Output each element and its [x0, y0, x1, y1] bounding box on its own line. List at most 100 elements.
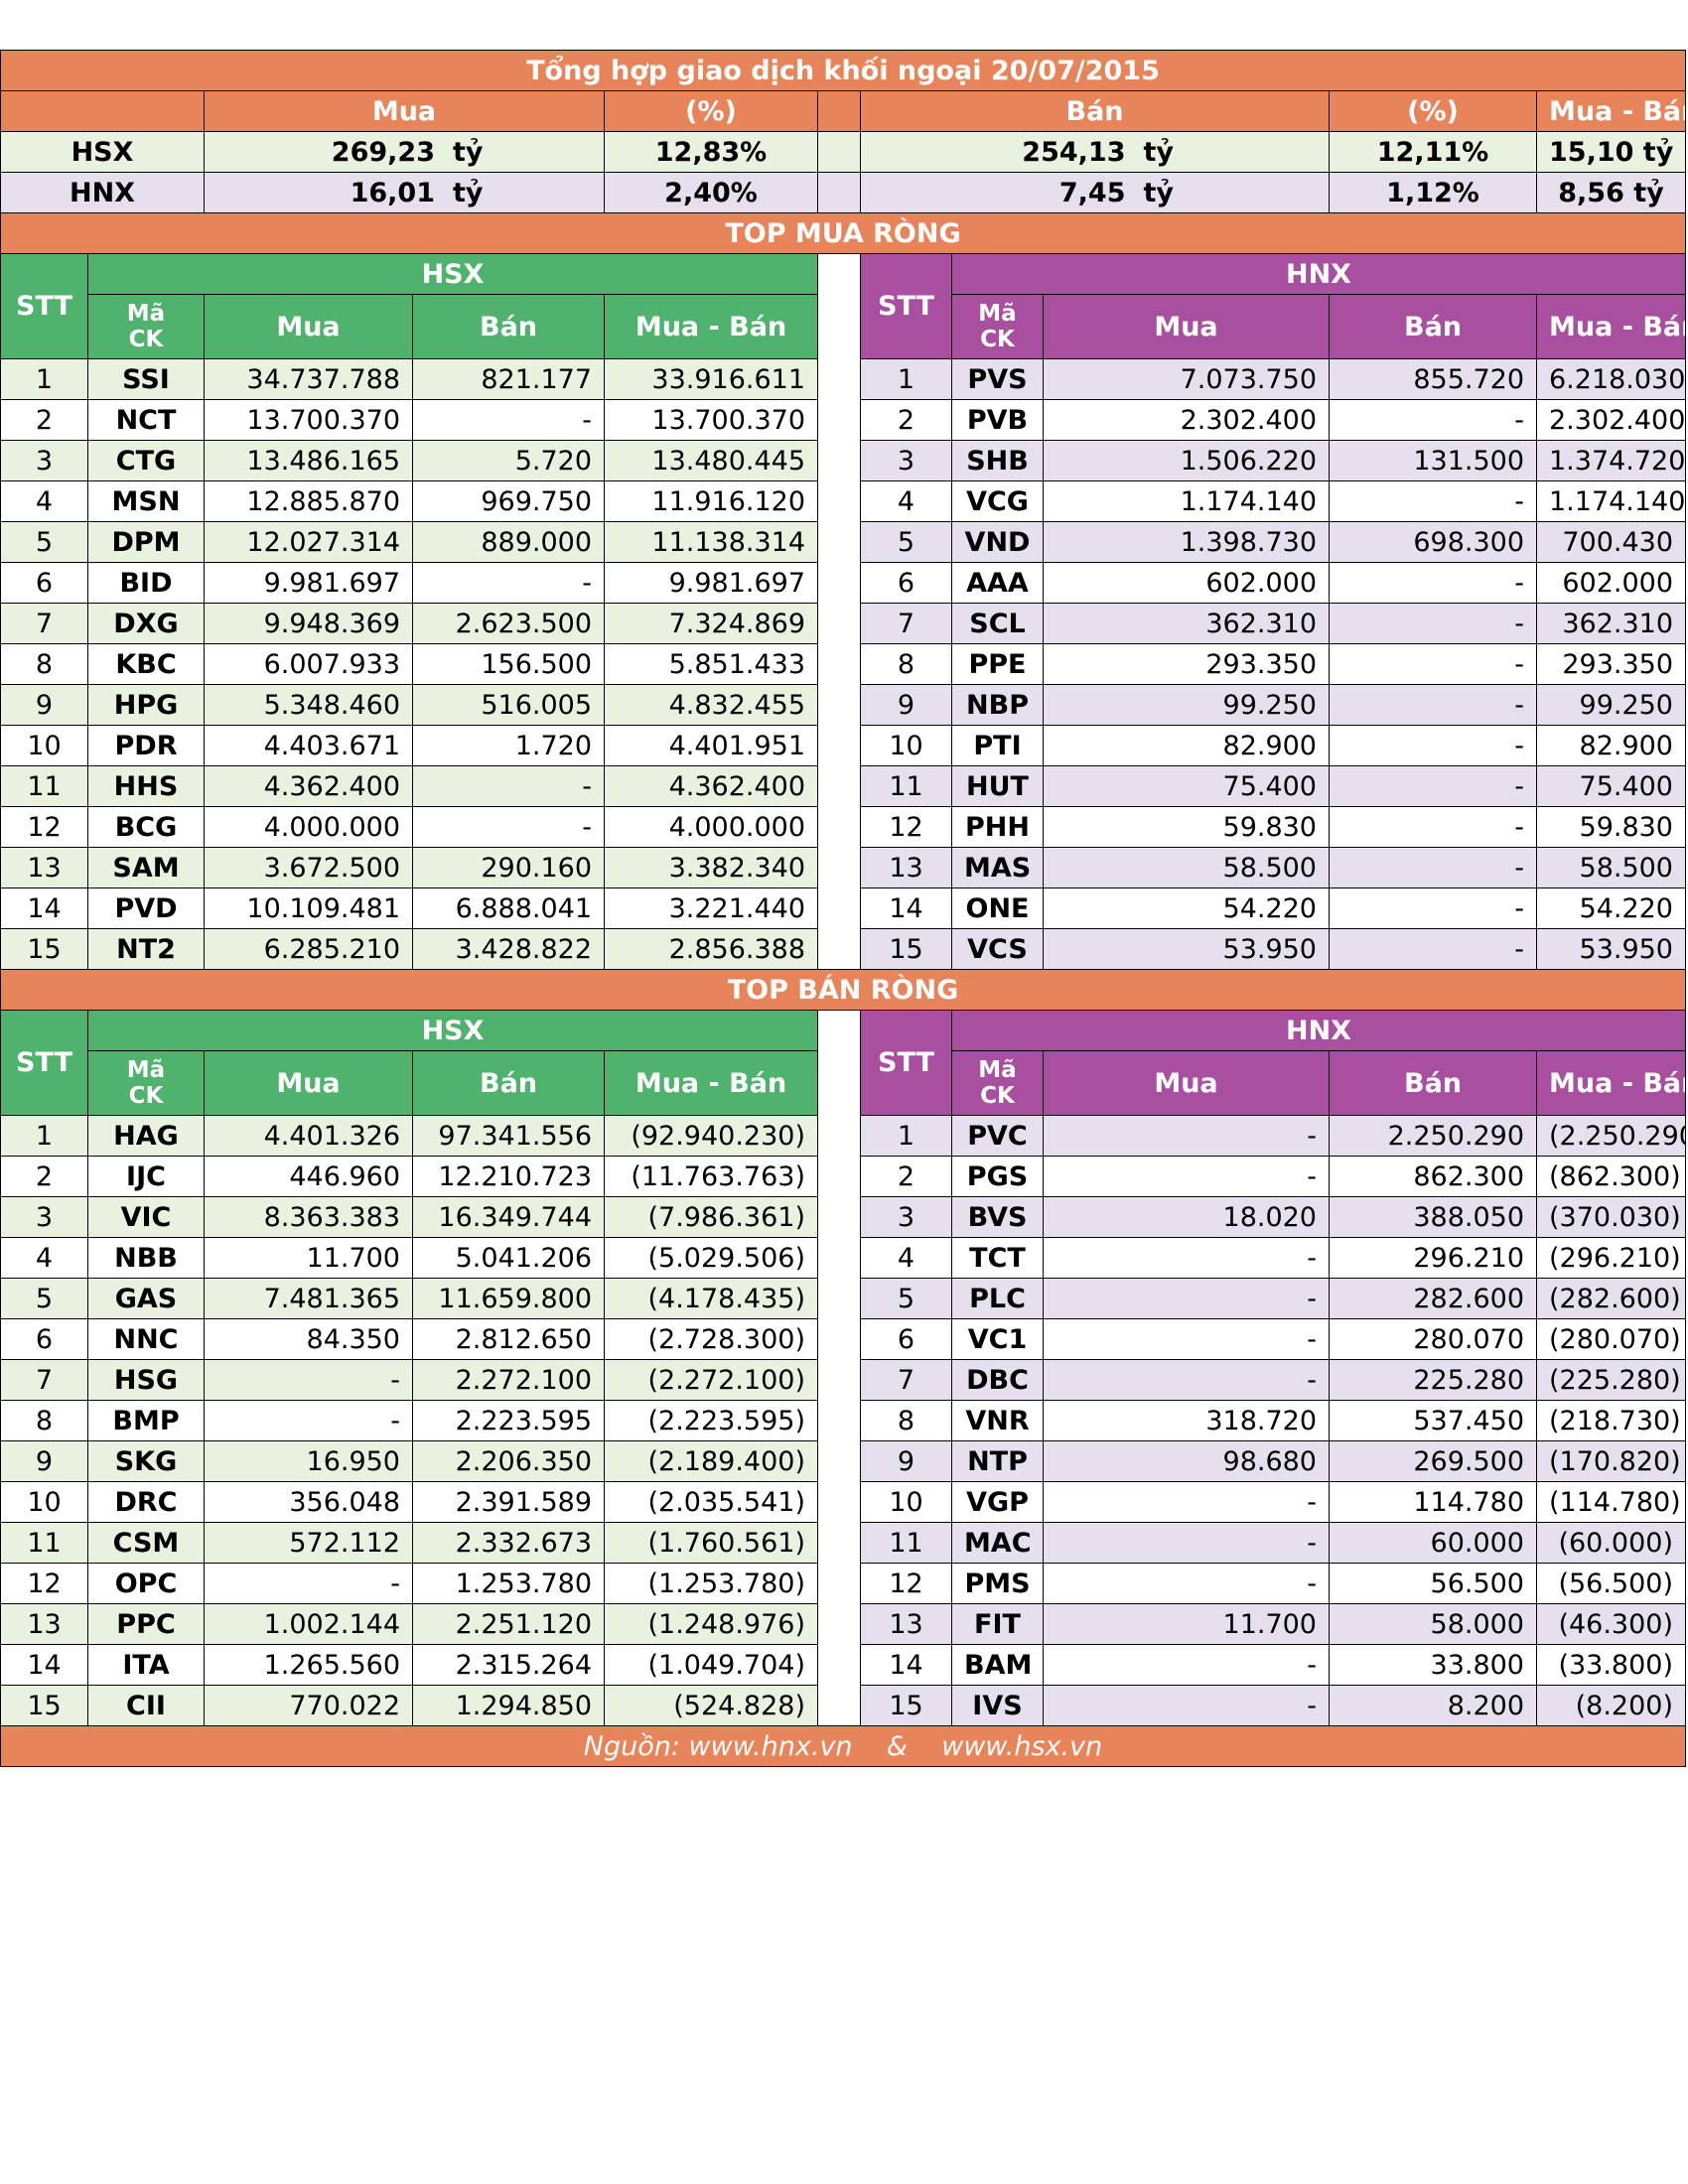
- hnx-sell-value: 8.200: [1329, 1685, 1537, 1726]
- hsx-sell-value: 969.750: [412, 480, 605, 522]
- hsx-sell-value: 889.000: [412, 521, 605, 563]
- code-header: Mã CK: [951, 294, 1044, 359]
- hnx-sell-value: 2.250.290: [1329, 1115, 1537, 1157]
- hsx-sell-value: 1.253.780: [412, 1563, 605, 1604]
- hsx-stt-cell: 1: [0, 1115, 88, 1157]
- table-row: 7 DXG 9.948.369 2.623.500 7.324.869 7 SCL 362.3…: [0, 603, 1686, 644]
- hsx-buy-value: 4.403.671: [204, 725, 413, 766]
- hnx-sell-value: 388.050: [1329, 1196, 1537, 1238]
- hsx-sell-value: -: [412, 765, 605, 807]
- buy-header: Mua: [204, 1050, 413, 1116]
- hsx-stock-code: BMP: [87, 1400, 205, 1441]
- hsx-net-value: (2.272.100): [604, 1359, 818, 1401]
- table-row: 12 OPC -1.253.780 (1.253.780) 12 PMS -56.500 (5…: [0, 1563, 1686, 1604]
- hnx-net-value: (33.800): [1536, 1644, 1686, 1686]
- hnx-net-value: (114.780): [1536, 1481, 1686, 1523]
- hsx-group-header: HSX: [87, 1010, 818, 1051]
- hnx-stock-code: PVC: [951, 1115, 1044, 1157]
- hnx-stt-cell: 5: [860, 521, 952, 563]
- hnx-group-header: HNX: [951, 1010, 1686, 1051]
- summary-sell-value: 254,13 tỷ: [860, 131, 1330, 173]
- hnx-net-value: (296.210): [1536, 1237, 1686, 1279]
- hnx-stock-code: ONE: [951, 887, 1044, 929]
- summary-row-hsx: HSX 269,23 tỷ 12,83% 254,13 tỷ 12,11% 15,1…: [0, 131, 1686, 173]
- hsx-buy-value: 770.022: [204, 1685, 413, 1726]
- hsx-net-value: (4.178.435): [604, 1278, 818, 1319]
- hnx-stt-cell: 11: [860, 1522, 952, 1564]
- hnx-buy-value: -: [1043, 1563, 1330, 1604]
- hsx-buy-value: 10.109.481: [204, 887, 413, 929]
- hnx-stock-code: BVS: [951, 1196, 1044, 1238]
- hnx-stt-cell: 4: [860, 1237, 952, 1279]
- hsx-stock-code: CII: [87, 1685, 205, 1726]
- hsx-sell-value: 2.223.595: [412, 1400, 605, 1441]
- hsx-buy-value: 7.481.365: [204, 1278, 413, 1319]
- table-row: 5 DPM 12.027.314 889.000 11.138.314 5 VND 1.398…: [0, 521, 1686, 563]
- hnx-buy-value: 58.500: [1043, 847, 1330, 888]
- hnx-buy-value: -: [1043, 1481, 1330, 1523]
- hnx-sell-value: -: [1329, 399, 1537, 441]
- hnx-sell-value: 280.070: [1329, 1318, 1537, 1360]
- hnx-sell-value: -: [1329, 480, 1537, 522]
- hnx-net-value: 1.174.140: [1536, 480, 1686, 522]
- hnx-stock-code: MAS: [951, 847, 1044, 888]
- hsx-net-value: (92.940.230): [604, 1115, 818, 1157]
- hnx-buy-value: 602.000: [1043, 562, 1330, 604]
- hsx-stock-code: CSM: [87, 1522, 205, 1564]
- net-header: Mua - Bán: [604, 294, 818, 359]
- buy-header: Mua: [1043, 294, 1330, 359]
- hsx-net-value: 4.401.951: [604, 725, 818, 766]
- hnx-net-value: 99.250: [1536, 684, 1686, 726]
- hnx-stock-code: PVB: [951, 399, 1044, 441]
- hnx-sell-value: -: [1329, 684, 1537, 726]
- hnx-stt-cell: 13: [860, 1603, 952, 1645]
- hnx-net-value: 54.220: [1536, 887, 1686, 929]
- hnx-net-value: (218.730): [1536, 1400, 1686, 1441]
- hsx-stt-cell: 5: [0, 521, 88, 563]
- hnx-stock-code: VND: [951, 521, 1044, 563]
- hsx-stock-code: DXG: [87, 603, 205, 644]
- stt-header: STT: [860, 253, 952, 359]
- hsx-buy-value: 356.048: [204, 1481, 413, 1523]
- hsx-stock-code: SKG: [87, 1440, 205, 1482]
- hsx-stock-code: HAG: [87, 1115, 205, 1157]
- hnx-net-value: (280.070): [1536, 1318, 1686, 1360]
- table-row: 15 NT2 6.285.210 3.428.822 2.856.388 15 VCS 53.…: [0, 928, 1686, 970]
- hnx-sell-value: -: [1329, 806, 1537, 848]
- hnx-stt-cell: 4: [860, 480, 952, 522]
- hsx-sell-value: 821.177: [412, 358, 605, 400]
- hsx-stt-cell: 11: [0, 1522, 88, 1564]
- hnx-sell-value: -: [1329, 765, 1537, 807]
- hsx-stt-cell: 7: [0, 1359, 88, 1401]
- hsx-net-value: 11.138.314: [604, 521, 818, 563]
- hsx-sell-value: -: [412, 399, 605, 441]
- hsx-buy-value: 12.885.870: [204, 480, 413, 522]
- hsx-net-value: 13.480.445: [604, 440, 818, 481]
- table-row: 15 CII 770.022 1.294.850 (524.828) 15 IVS -8.20…: [0, 1685, 1686, 1726]
- hnx-stock-code: IVS: [951, 1685, 1044, 1726]
- hsx-sell-value: 2.623.500: [412, 603, 605, 644]
- hsx-stt-cell: 3: [0, 1196, 88, 1238]
- hsx-stock-code: HPG: [87, 684, 205, 726]
- hsx-buy-value: 6.007.933: [204, 643, 413, 685]
- hnx-stock-code: SCL: [951, 603, 1044, 644]
- sell-header: Bán: [412, 294, 605, 359]
- hsx-stt-cell: 7: [0, 603, 88, 644]
- hnx-stock-code: DBC: [951, 1359, 1044, 1401]
- foreign-trading-table: Tổng hợp giao dịch khối ngoại 20/07/2015…: [0, 50, 1686, 1767]
- hnx-stt-cell: 7: [860, 1359, 952, 1401]
- source-footer: Nguồn: www.hnx.vn & www.hsx.vn: [0, 1725, 1686, 1767]
- hsx-buy-value: 16.950: [204, 1440, 413, 1482]
- hnx-buy-value: 318.720: [1043, 1400, 1330, 1441]
- hsx-stock-code: KBC: [87, 643, 205, 685]
- hsx-buy-value: 446.960: [204, 1156, 413, 1197]
- hsx-net-value: 7.324.869: [604, 603, 818, 644]
- table-row: 4 NBB 11.700 5.041.206 (5.029.506) 4 TCT -296.2…: [0, 1237, 1686, 1279]
- hnx-sell-value: -: [1329, 643, 1537, 685]
- hsx-net-value: (524.828): [604, 1685, 818, 1726]
- hsx-stock-code: BID: [87, 562, 205, 604]
- hsx-net-value: (11.763.763): [604, 1156, 818, 1197]
- hsx-net-value: 33.916.611: [604, 358, 818, 400]
- hsx-sell-value: 2.272.100: [412, 1359, 605, 1401]
- hnx-buy-value: -: [1043, 1318, 1330, 1360]
